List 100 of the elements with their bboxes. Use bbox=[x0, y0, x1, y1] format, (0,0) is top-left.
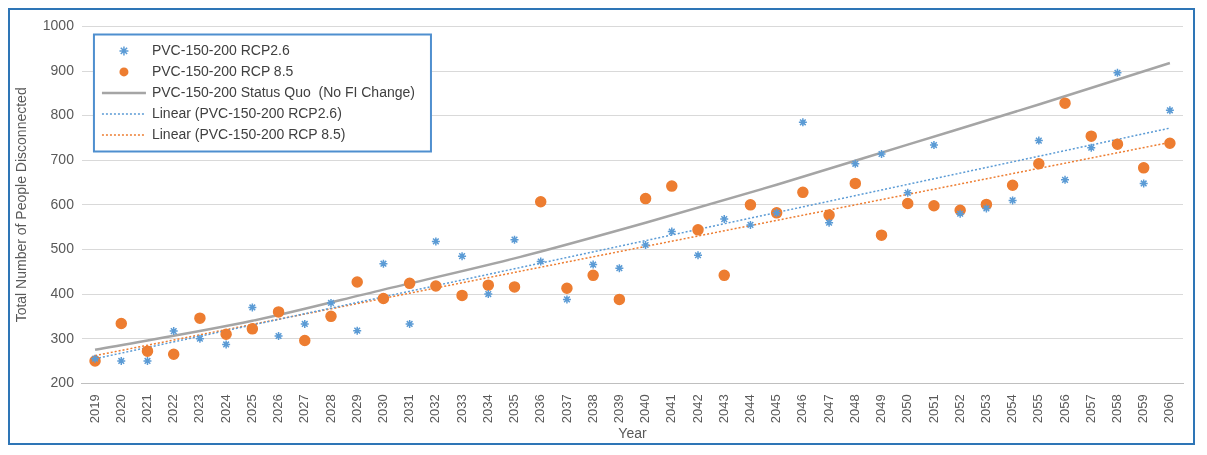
point bbox=[325, 310, 337, 323]
x-tick-label: 2041 bbox=[663, 394, 679, 424]
point bbox=[561, 282, 573, 295]
point bbox=[588, 259, 598, 270]
point bbox=[404, 319, 415, 329]
x-tick-label: 2042 bbox=[689, 394, 705, 424]
point bbox=[718, 269, 730, 282]
x-tick-label: 2051 bbox=[925, 394, 941, 424]
x-tick-label: 2025 bbox=[243, 394, 259, 424]
point bbox=[299, 334, 311, 347]
point bbox=[798, 117, 808, 128]
x-tick-label: 2049 bbox=[873, 394, 889, 424]
point bbox=[220, 328, 232, 340]
point bbox=[509, 234, 520, 245]
point bbox=[692, 224, 704, 236]
x-tick-label: 2033 bbox=[453, 394, 469, 424]
point bbox=[797, 186, 809, 199]
point bbox=[483, 289, 494, 299]
y-tick-label: 500 bbox=[50, 240, 75, 257]
x-tick-label: 2048 bbox=[846, 394, 862, 424]
point bbox=[352, 325, 362, 336]
x-tick-label: 2052 bbox=[951, 394, 967, 424]
point bbox=[639, 192, 652, 205]
point bbox=[247, 302, 258, 313]
x-tick-label: 2038 bbox=[584, 394, 600, 424]
x-tick-label: 2032 bbox=[427, 394, 443, 424]
x-tick-label: 2056 bbox=[1056, 394, 1072, 424]
point bbox=[431, 236, 441, 247]
point bbox=[1034, 135, 1044, 146]
point bbox=[1085, 130, 1097, 142]
point bbox=[666, 180, 678, 192]
x-axis-title: Year bbox=[618, 425, 647, 442]
point bbox=[901, 197, 914, 210]
point bbox=[378, 258, 389, 269]
point bbox=[1138, 178, 1149, 189]
y-tick-label: 900 bbox=[50, 61, 75, 78]
point bbox=[562, 294, 572, 305]
point bbox=[955, 209, 965, 219]
point bbox=[640, 240, 651, 250]
point bbox=[875, 229, 888, 241]
point bbox=[902, 188, 913, 198]
legend-label: Linear (PVC-150-200 RCP 8.5) bbox=[151, 125, 346, 142]
point bbox=[403, 277, 416, 290]
x-tick-label: 2043 bbox=[715, 394, 731, 424]
y-axis-title: Total Number of People Disconnected bbox=[13, 87, 30, 323]
point bbox=[221, 339, 231, 350]
x-tick-label: 2023 bbox=[191, 394, 207, 424]
point bbox=[482, 279, 495, 291]
point bbox=[745, 220, 756, 230]
x-tick-label: 2060 bbox=[1161, 394, 1177, 424]
x-tick-label: 2024 bbox=[217, 394, 233, 424]
x-tick-label: 2034 bbox=[479, 394, 495, 424]
x-tick-label: 2058 bbox=[1109, 394, 1125, 424]
x-tick-label: 2040 bbox=[637, 394, 653, 424]
point bbox=[1086, 142, 1096, 153]
x-tick-label: 2059 bbox=[1135, 394, 1151, 424]
x-tick-label: 2019 bbox=[86, 394, 102, 424]
y-tick-label: 200 bbox=[50, 374, 75, 391]
point bbox=[929, 140, 939, 150]
point bbox=[141, 345, 154, 357]
point bbox=[326, 298, 336, 308]
y-tick-label: 400 bbox=[50, 284, 75, 301]
point bbox=[1060, 175, 1070, 185]
y-tick-label: 300 bbox=[50, 329, 75, 346]
point bbox=[195, 333, 205, 344]
point bbox=[744, 199, 757, 211]
point bbox=[693, 250, 703, 260]
point bbox=[1164, 137, 1176, 150]
point bbox=[535, 256, 546, 267]
x-tick-label: 2046 bbox=[794, 394, 810, 424]
x-tick-label: 2036 bbox=[532, 394, 548, 424]
x-tick-label: 2029 bbox=[348, 394, 364, 424]
point bbox=[168, 326, 179, 336]
x-tick-label: 2050 bbox=[899, 394, 915, 424]
x-tick-label: 2027 bbox=[296, 394, 312, 424]
y-tick-label: 800 bbox=[50, 106, 75, 123]
point bbox=[1007, 195, 1018, 206]
x-tick-label: 2055 bbox=[1030, 394, 1046, 424]
point bbox=[823, 209, 835, 221]
x-tick-label: 2039 bbox=[610, 394, 626, 424]
x-tick-label: 2026 bbox=[270, 394, 286, 424]
point bbox=[300, 319, 310, 329]
x-tick-label: 2053 bbox=[977, 394, 993, 424]
point bbox=[613, 293, 626, 306]
x-tick-label: 2021 bbox=[139, 394, 155, 424]
y-tick-label: 600 bbox=[50, 195, 75, 212]
line-series bbox=[93, 61, 1172, 352]
x-tick-label: 2044 bbox=[742, 394, 758, 424]
point bbox=[1059, 97, 1071, 109]
y-tick-label: 700 bbox=[50, 151, 75, 168]
point bbox=[273, 331, 284, 341]
x-tick-label: 2047 bbox=[820, 394, 836, 424]
x-tick-label: 2028 bbox=[322, 394, 338, 424]
point bbox=[115, 317, 128, 330]
x-tick-label: 2020 bbox=[112, 394, 128, 424]
point bbox=[167, 348, 180, 361]
point bbox=[272, 306, 285, 318]
point bbox=[1165, 105, 1175, 116]
point bbox=[116, 356, 127, 366]
legend-label: PVC-150-200 Status Quo (No FI Change) bbox=[151, 83, 415, 100]
